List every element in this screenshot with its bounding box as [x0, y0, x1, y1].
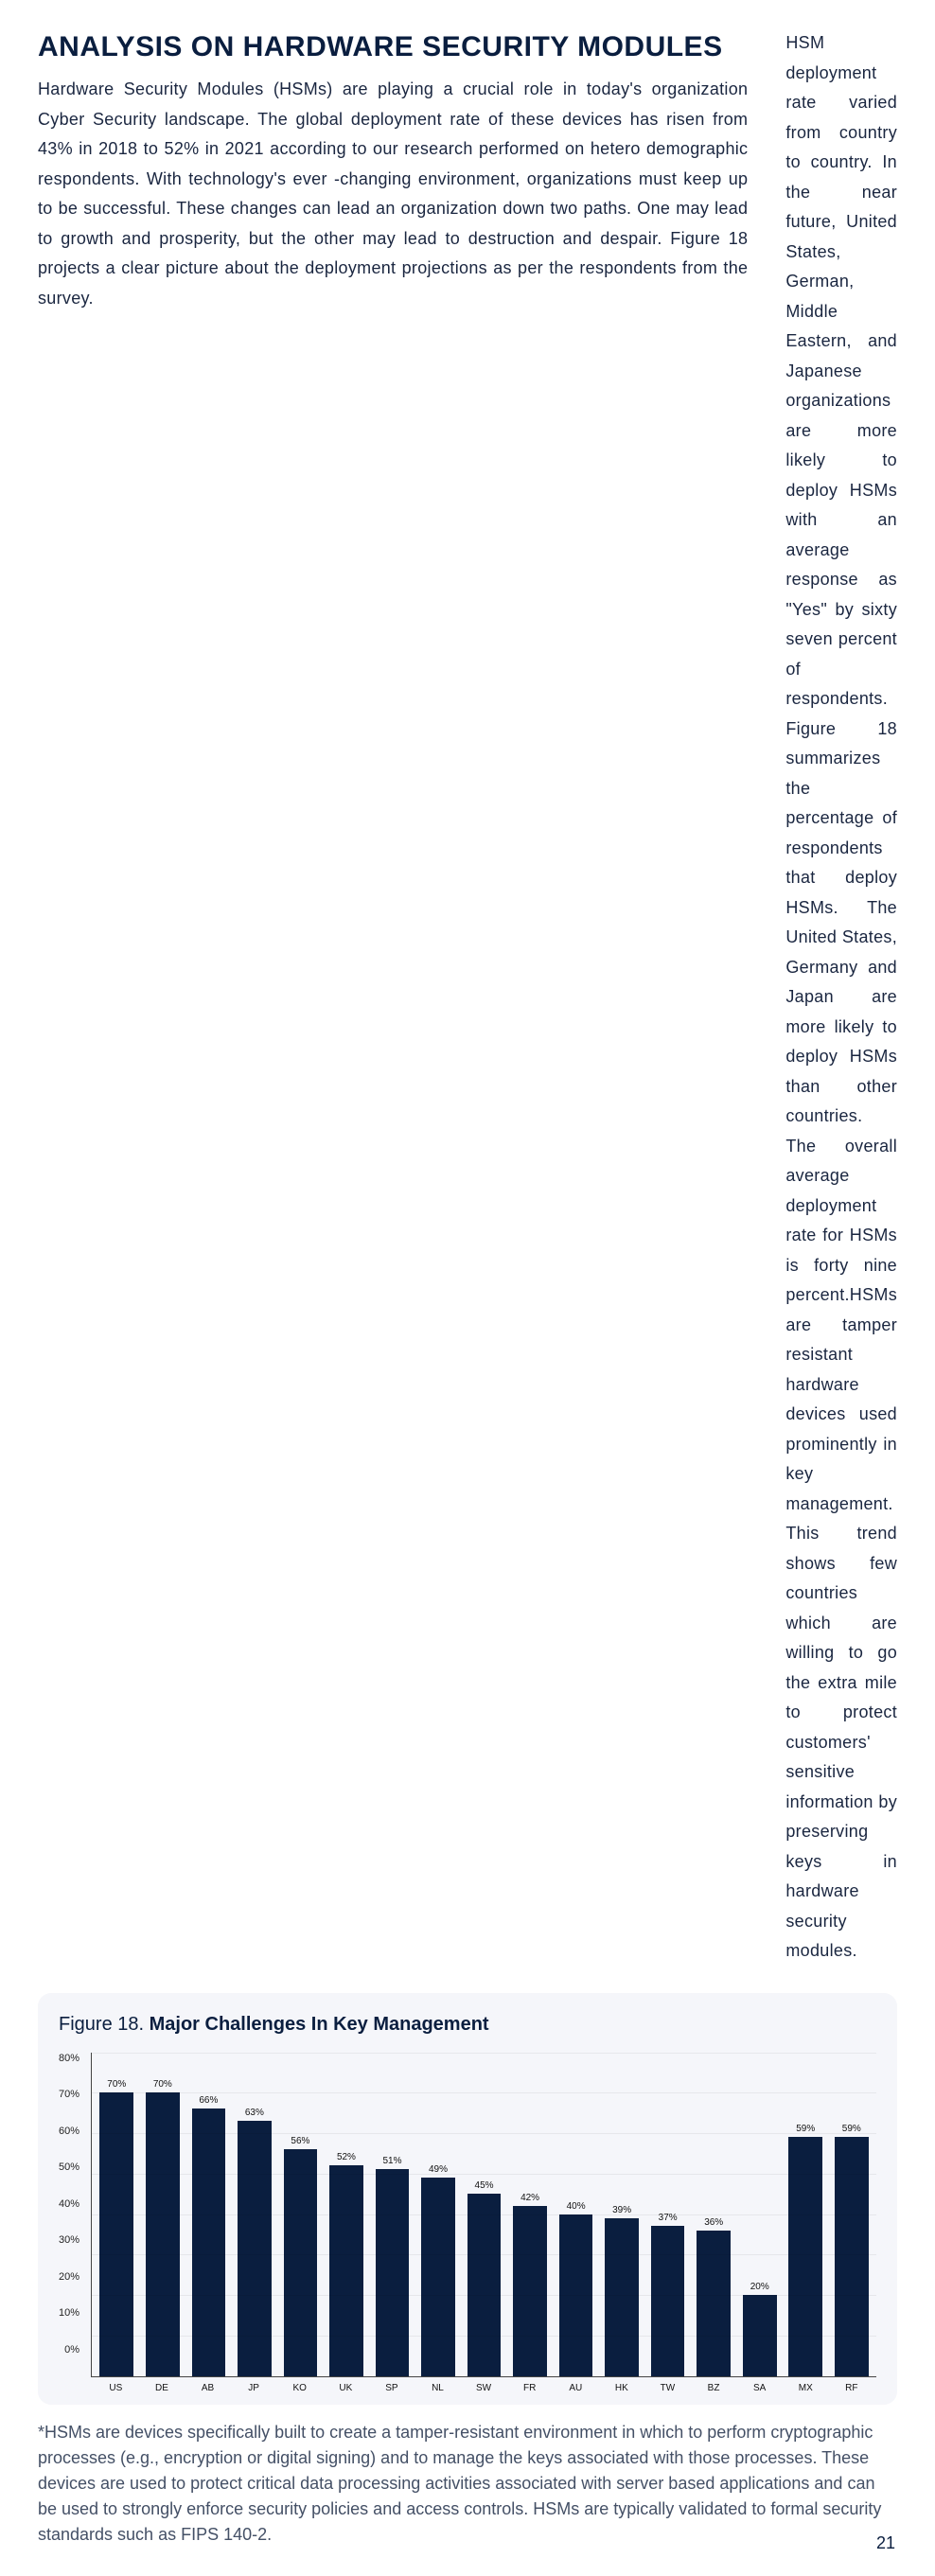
x-tick: SA	[738, 2383, 781, 2393]
page-title: ANALYSIS ON HARDWARE SECURITY MODULES	[38, 28, 748, 65]
x-tick: DE	[141, 2383, 184, 2393]
bar	[376, 2169, 410, 2375]
x-tick: SW	[463, 2383, 505, 2393]
y-tick: 30%	[59, 2234, 79, 2246]
x-tick: NL	[416, 2383, 459, 2393]
x-tick: SP	[371, 2383, 414, 2393]
bar	[238, 2121, 272, 2375]
y-tick: 70%	[59, 2089, 79, 2100]
bar-value-label: 52%	[337, 2152, 356, 2162]
x-tick: BZ	[693, 2383, 735, 2393]
bar-value-label: 36%	[704, 2217, 723, 2228]
figure-name: Major Challenges In Key Management	[150, 2014, 489, 2035]
bar-value-label: 20%	[750, 2282, 769, 2292]
bar	[329, 2165, 363, 2375]
x-tick: UK	[325, 2383, 367, 2393]
bar-value-label: 56%	[291, 2136, 309, 2146]
bar-value-label: 51%	[382, 2156, 401, 2166]
x-tick: FR	[508, 2383, 551, 2393]
left-column-text: Hardware Security Modules (HSMs) are pla…	[38, 75, 748, 313]
figure-block: Figure 18. Major Challenges In Key Manag…	[38, 1993, 897, 2405]
bar-value-label: 70%	[153, 2079, 172, 2090]
y-tick: 10%	[59, 2307, 79, 2319]
y-tick: 40%	[59, 2198, 79, 2210]
y-tick: 50%	[59, 2161, 79, 2173]
x-tick: HK	[601, 2383, 644, 2393]
page-number: 21	[876, 2533, 895, 2553]
bar-value-label: 66%	[199, 2095, 218, 2106]
bar	[468, 2194, 502, 2375]
y-tick: 80%	[59, 2053, 79, 2064]
bar-chart: 80% 70% 60% 50% 40% 30% 20% 10% 0% 70% 70% 66% 63% 5…	[59, 2053, 876, 2393]
x-tick: JP	[233, 2383, 275, 2393]
x-tick: AB	[186, 2383, 229, 2393]
right-column-text: HSM deployment rate varied from country …	[785, 28, 897, 1967]
x-tick: US	[95, 2383, 137, 2393]
bar	[146, 2092, 180, 2375]
footnote: *HSMs are devices specifically built to …	[38, 2420, 897, 2548]
bar	[513, 2206, 547, 2376]
bar-value-label: 42%	[520, 2193, 539, 2203]
plot-area: 70%70%66%63%56%52%51%49%45%42%40%39%37%3…	[91, 2053, 876, 2377]
bar	[697, 2231, 731, 2376]
figure-title: Figure 18. Major Challenges In Key Manag…	[59, 2014, 876, 2036]
y-tick: 20%	[59, 2271, 79, 2283]
x-axis-labels: US DEAB JPKO UK SPNL SWFR AU HKTW BZSA MX RF	[91, 2377, 876, 2393]
bar	[284, 2149, 318, 2375]
bar	[605, 2218, 639, 2376]
x-tick: AU	[555, 2383, 597, 2393]
y-tick: 60%	[59, 2126, 79, 2137]
bar	[651, 2226, 685, 2375]
y-axis: 80% 70% 60% 50% 40% 30% 20% 10% 0%	[59, 2053, 83, 2355]
bar-value-label: 70%	[107, 2079, 126, 2090]
y-tick: 0%	[64, 2344, 79, 2355]
bar-value-label: 63%	[245, 2108, 264, 2118]
bar-value-label: 45%	[475, 2180, 494, 2191]
x-tick: RF	[831, 2383, 873, 2393]
figure-prefix: Figure 18.	[59, 2014, 150, 2035]
x-tick: MX	[785, 2383, 827, 2393]
x-tick: KO	[278, 2383, 321, 2393]
x-tick: TW	[646, 2383, 689, 2393]
bar	[99, 2092, 133, 2375]
bar-value-label: 40%	[567, 2201, 586, 2212]
bar	[421, 2178, 455, 2375]
